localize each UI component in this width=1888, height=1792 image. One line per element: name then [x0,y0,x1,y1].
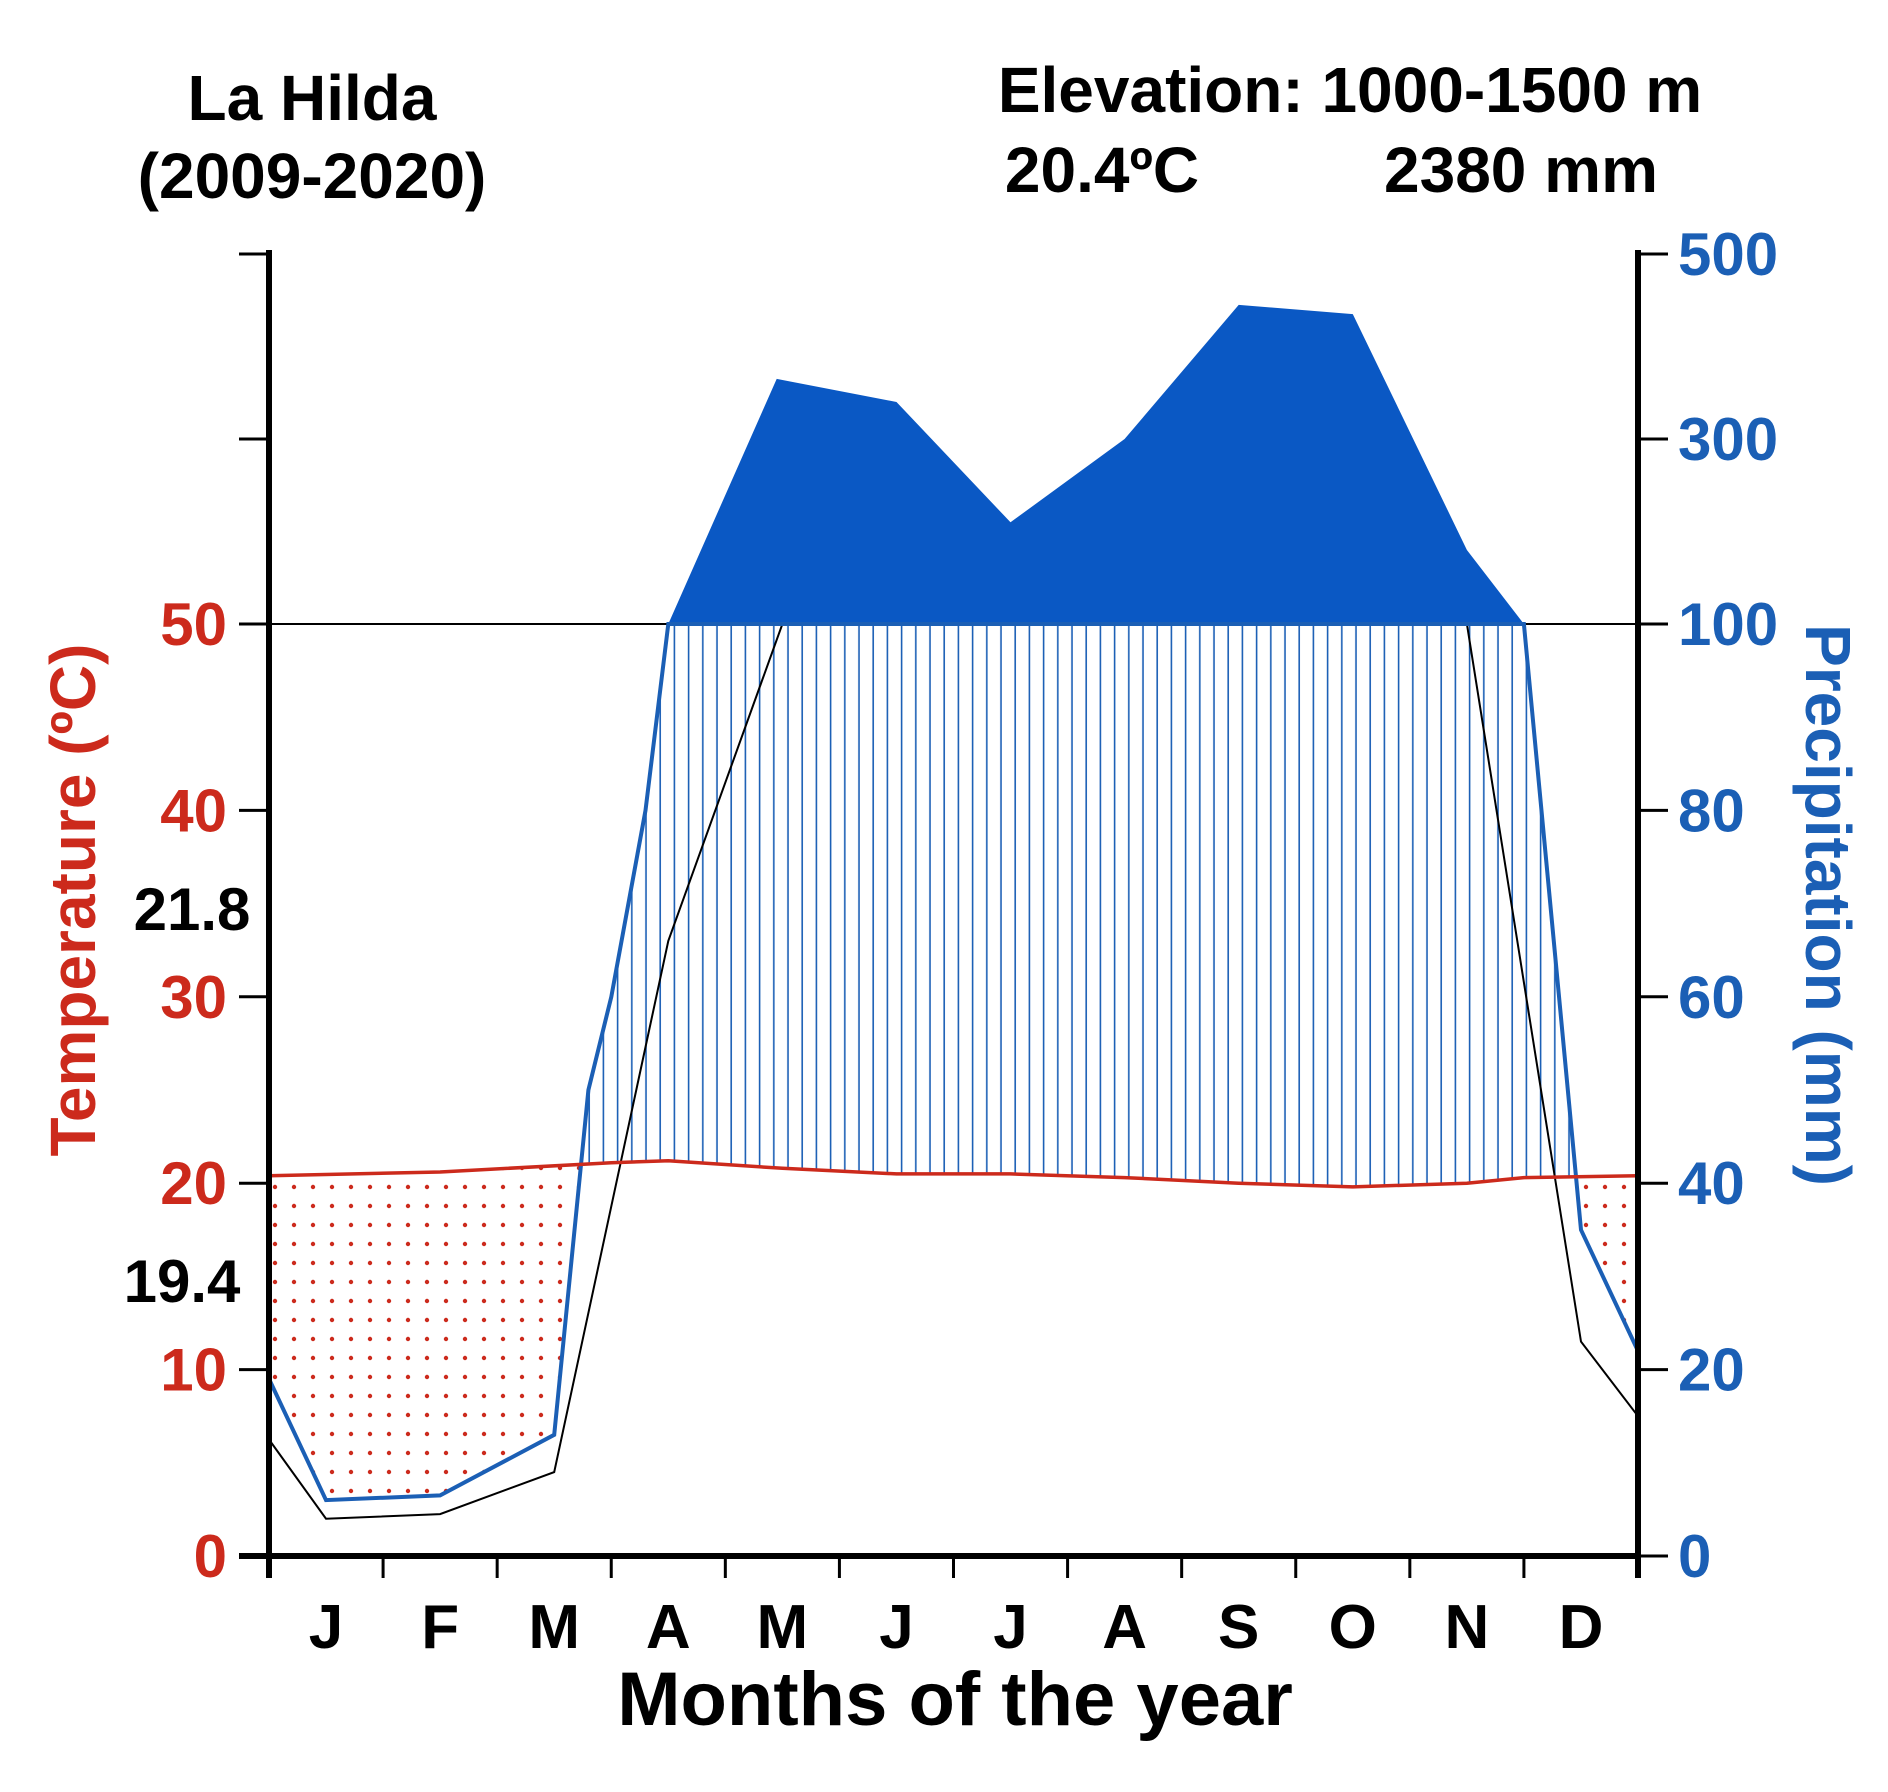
precip-tick-label-40: 40 [1678,1150,1745,1217]
temp-tick-label-0: 0 [194,1523,227,1590]
month-label-2: F [421,1593,459,1662]
precip-tick-label-80: 80 [1678,777,1745,844]
precipitation-axis-label: Precipitation (mm) [1792,624,1864,1186]
station-name: La Hilda [188,62,437,134]
temp-tick-label-20: 20 [160,1150,227,1217]
elevation-label: Elevation: 1000-1500 m [998,54,1702,126]
month-label-7: J [993,1593,1027,1662]
temp-tick-label-10: 10 [160,1337,227,1404]
lines-layer [267,622,1640,1520]
perhumid-area [668,304,1524,624]
precipitation-min-line [268,623,1639,1520]
x-axis-label: Months of the year [617,1657,1293,1742]
month-label-3: M [528,1593,580,1662]
month-label-9: S [1218,1593,1259,1662]
temperature-line [268,1159,1639,1189]
month-label-6: J [879,1593,913,1662]
temperature-axis-label: Temperature (ºC) [37,644,109,1157]
month-label-4: A [646,1593,691,1662]
temp-tick-label-30: 30 [160,964,227,1031]
temp-tick-label-40: 40 [160,777,227,844]
station-period: (2009-2020) [138,140,487,212]
temp-tick-label-50: 50 [160,591,227,658]
month-label-8: A [1102,1593,1147,1662]
axes-layer [239,250,1641,1578]
annotation-min-temp: 19.4 [124,1248,241,1315]
precip-tick-label-60: 60 [1678,964,1745,1031]
precip-tick-label-0: 0 [1678,1523,1711,1590]
month-label-12: D [1559,1593,1604,1662]
precip-tick-label-100: 100 [1678,591,1778,658]
month-label-1: J [309,1593,343,1662]
month-label-10: O [1329,1593,1377,1662]
precip-tick-label-20: 20 [1678,1337,1745,1404]
precip-tick-label-300: 300 [1678,406,1778,473]
dry-period-area-1 [1576,1175,1638,1351]
precipitation-line [267,622,1640,1503]
fills-layer [269,304,1638,1501]
annotation-max-temp: 21.8 [134,876,251,943]
annual-precipitation: 2380 mm [1384,134,1658,206]
dry-period-area-0 [269,1164,580,1501]
precip-tick-label-500: 500 [1678,221,1778,288]
humid-period-area-0 [581,624,1575,1187]
mean-temperature: 20.4ºC [1005,134,1199,206]
month-label-5: M [757,1593,809,1662]
month-label-11: N [1444,1593,1489,1662]
